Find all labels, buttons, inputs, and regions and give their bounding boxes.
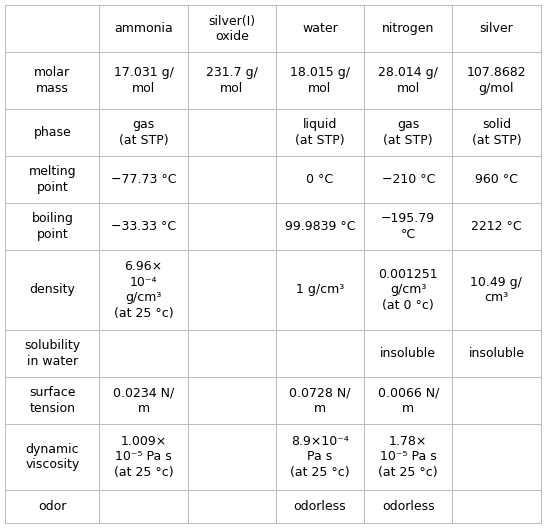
- Text: 1.009×
10⁻⁵ Pa s
(at 25 °c): 1.009× 10⁻⁵ Pa s (at 25 °c): [114, 435, 173, 479]
- Text: 0 °C: 0 °C: [306, 173, 334, 186]
- Text: boiling
point: boiling point: [32, 212, 73, 241]
- Text: 0.0728 N/
m: 0.0728 N/ m: [289, 386, 351, 414]
- Text: molar
mass: molar mass: [34, 67, 70, 95]
- Text: 17.031 g/
mol: 17.031 g/ mol: [114, 67, 174, 95]
- Text: 10.49 g/
cm³: 10.49 g/ cm³: [471, 276, 523, 304]
- Text: 8.9×10⁻⁴
Pa s
(at 25 °c): 8.9×10⁻⁴ Pa s (at 25 °c): [290, 435, 350, 479]
- Text: silver(I)
oxide: silver(I) oxide: [208, 15, 256, 43]
- Text: −77.73 °C: −77.73 °C: [111, 173, 176, 186]
- Text: insoluble: insoluble: [468, 347, 524, 360]
- Text: silver: silver: [479, 22, 513, 35]
- Text: dynamic
viscosity: dynamic viscosity: [25, 442, 80, 471]
- Text: 0.001251
g/cm³
(at 0 °c): 0.001251 g/cm³ (at 0 °c): [378, 268, 438, 312]
- Text: nitrogen: nitrogen: [382, 22, 435, 35]
- Text: 18.015 g/
mol: 18.015 g/ mol: [290, 67, 350, 95]
- Text: water: water: [302, 22, 338, 35]
- Text: 6.96×
10⁻⁴
g/cm³
(at 25 °c): 6.96× 10⁻⁴ g/cm³ (at 25 °c): [114, 260, 173, 319]
- Text: gas
(at STP): gas (at STP): [118, 118, 168, 147]
- Text: odorless: odorless: [382, 500, 435, 513]
- Text: 0.0066 N/
m: 0.0066 N/ m: [377, 386, 439, 414]
- Text: surface
tension: surface tension: [29, 386, 76, 414]
- Text: 231.7 g/
mol: 231.7 g/ mol: [206, 67, 258, 95]
- Text: ammonia: ammonia: [114, 22, 173, 35]
- Text: 0.0234 N/
m: 0.0234 N/ m: [113, 386, 174, 414]
- Text: −210 °C: −210 °C: [382, 173, 435, 186]
- Text: 28.014 g/
mol: 28.014 g/ mol: [378, 67, 438, 95]
- Text: solid
(at STP): solid (at STP): [472, 118, 521, 147]
- Text: solubility
in water: solubility in water: [25, 339, 80, 367]
- Text: odorless: odorless: [294, 500, 346, 513]
- Text: density: density: [29, 284, 75, 296]
- Text: −195.79
°C: −195.79 °C: [381, 212, 435, 241]
- Text: melting
point: melting point: [28, 165, 76, 194]
- Text: insoluble: insoluble: [380, 347, 436, 360]
- Text: −33.33 °C: −33.33 °C: [111, 220, 176, 233]
- Text: 1.78×
10⁻⁵ Pa s
(at 25 °c): 1.78× 10⁻⁵ Pa s (at 25 °c): [378, 435, 438, 479]
- Text: gas
(at STP): gas (at STP): [383, 118, 433, 147]
- Text: 107.8682
g/mol: 107.8682 g/mol: [467, 67, 526, 95]
- Text: 99.9839 °C: 99.9839 °C: [284, 220, 355, 233]
- Text: odor: odor: [38, 500, 67, 513]
- Text: phase: phase: [33, 126, 72, 139]
- Text: 1 g/cm³: 1 g/cm³: [296, 284, 344, 296]
- Text: liquid
(at STP): liquid (at STP): [295, 118, 345, 147]
- Text: 960 °C: 960 °C: [475, 173, 518, 186]
- Text: 2212 °C: 2212 °C: [471, 220, 522, 233]
